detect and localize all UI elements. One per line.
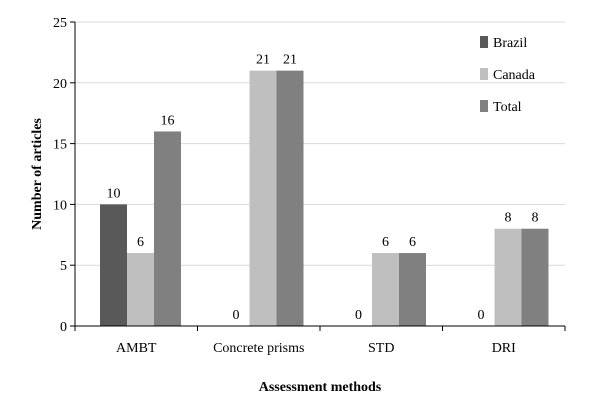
- x-tick-label: AMBT: [116, 341, 157, 356]
- y-axis-title: Number of articles: [30, 118, 45, 230]
- bar-total-2: [399, 253, 426, 326]
- bar-total-0: [154, 131, 181, 326]
- data-label: 6: [137, 235, 144, 250]
- bar-brazil-0: [100, 204, 127, 326]
- data-label: 21: [256, 53, 270, 68]
- legend-swatch-total: [480, 100, 488, 112]
- data-label: 21: [283, 53, 297, 68]
- data-label: 0: [233, 308, 240, 323]
- bar-canada-0: [127, 253, 154, 326]
- y-tick-label: 25: [53, 16, 67, 31]
- bar-canada-3: [494, 228, 522, 326]
- y-tick-label: 15: [53, 138, 67, 153]
- x-tick-label: Concrete prisms: [213, 341, 304, 356]
- legend-label: Brazil: [493, 36, 527, 51]
- y-tick-label: 20: [53, 77, 67, 92]
- legend-swatch-canada: [480, 68, 488, 80]
- data-label: 10: [107, 186, 121, 201]
- data-label: 8: [505, 211, 512, 226]
- x-tick-label: STD: [368, 341, 394, 356]
- bars: [100, 70, 549, 326]
- data-label: 16: [161, 113, 175, 128]
- x-axis-title: Assessment methods: [259, 380, 382, 395]
- data-label: 0: [355, 308, 362, 323]
- y-tick-label: 5: [60, 259, 67, 274]
- bar-canada-1: [249, 70, 277, 326]
- legend-label: Total: [493, 100, 522, 115]
- bar-total-1: [276, 70, 304, 326]
- bar-canada-2: [372, 253, 399, 326]
- y-tick-label: 10: [53, 198, 67, 213]
- data-label: 6: [409, 235, 416, 250]
- axes: 0 5 10 15 20 25 AMBT Concrete prisms STD DRI: [53, 16, 566, 356]
- data-label: 0: [478, 308, 485, 323]
- data-label: 6: [382, 235, 389, 250]
- x-tick-label: DRI: [492, 341, 516, 356]
- legend: Brazil Canada Total: [480, 36, 536, 115]
- y-tick-label: 0: [60, 320, 67, 335]
- data-labels: 10 0 0 0 6 21 6 8 16 21 6 8: [107, 53, 539, 323]
- grid-lines: [75, 21, 565, 266]
- bar-total-3: [521, 228, 549, 326]
- legend-label: Canada: [493, 68, 536, 83]
- legend-swatch-brazil: [480, 36, 488, 48]
- data-label: 8: [532, 211, 539, 226]
